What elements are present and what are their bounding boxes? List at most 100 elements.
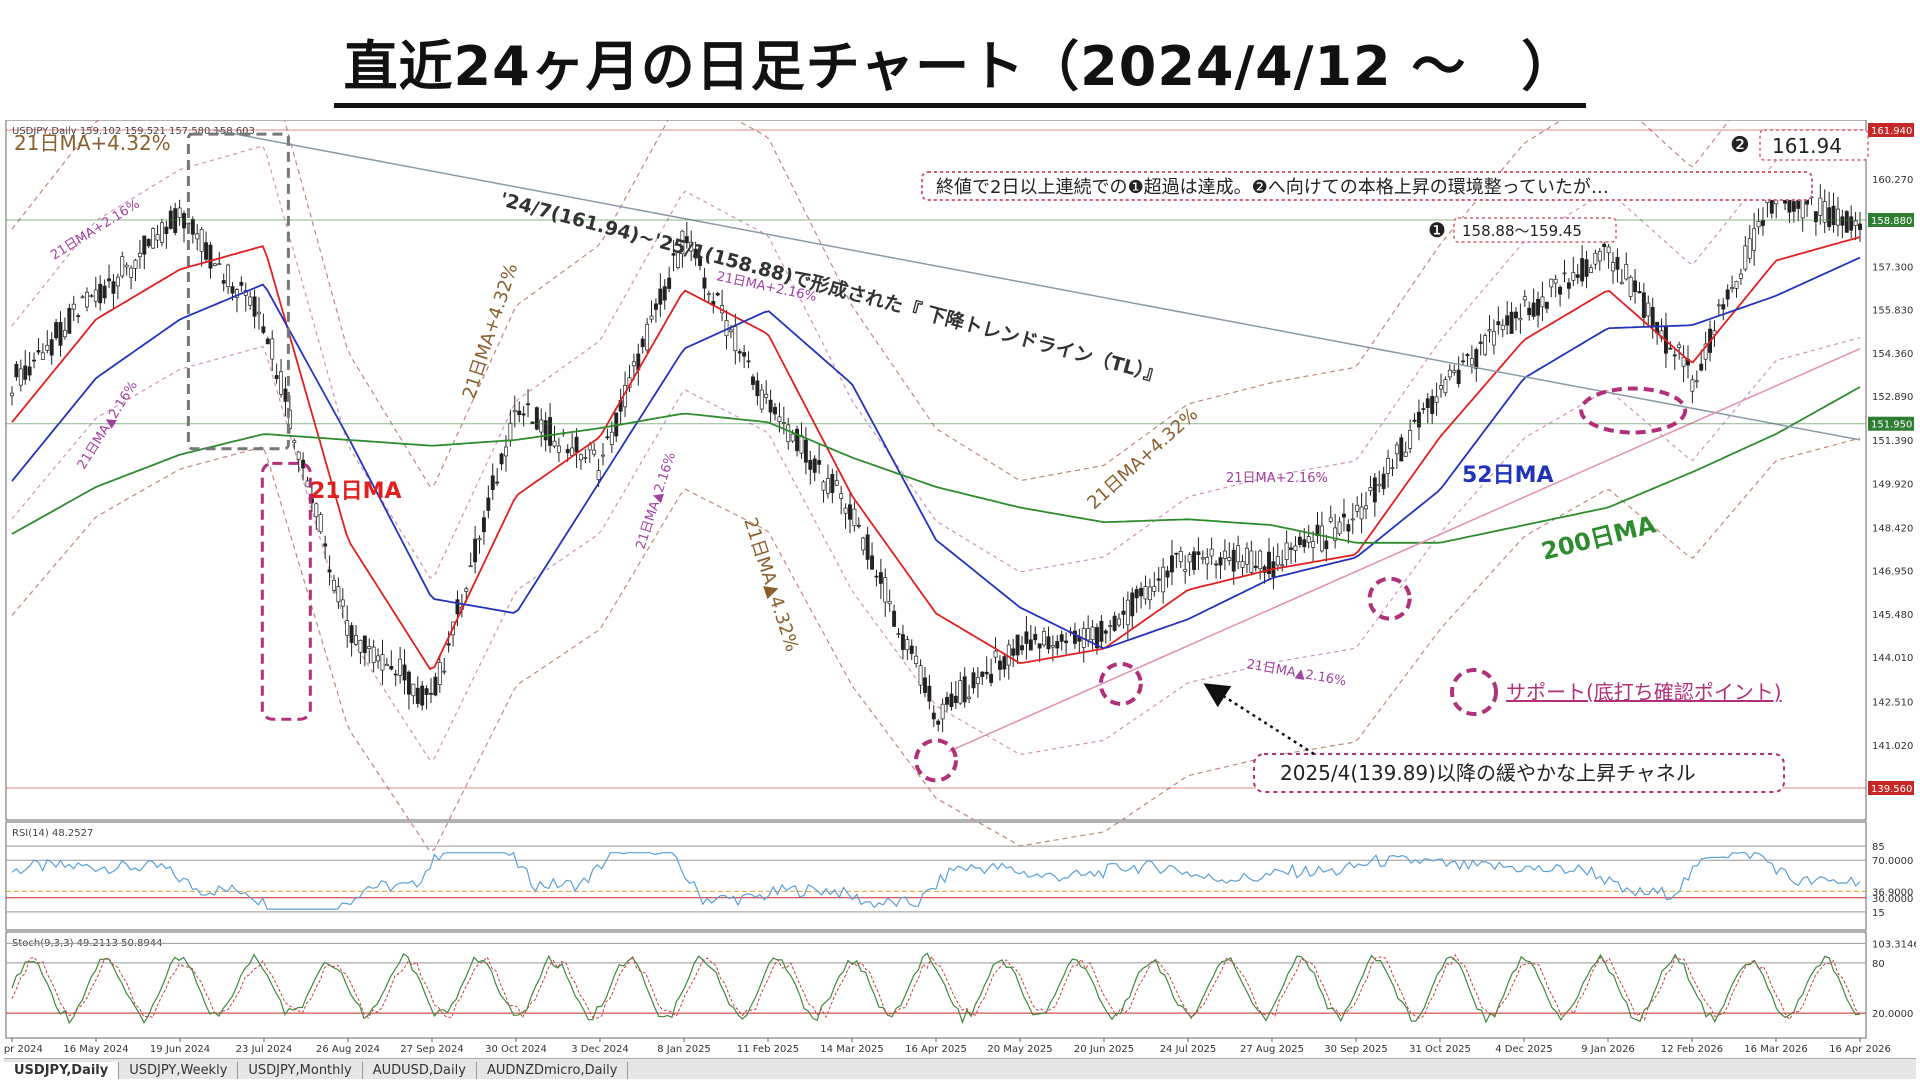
candle-body xyxy=(526,403,530,406)
candle-body xyxy=(1412,419,1417,422)
candle-body xyxy=(1849,216,1854,231)
candle-body xyxy=(1624,264,1629,280)
candle-body xyxy=(874,575,879,578)
candle-body xyxy=(667,277,672,289)
candle-body xyxy=(437,662,442,685)
candle-body xyxy=(548,417,553,446)
candle-body xyxy=(354,635,358,645)
candle-body xyxy=(129,267,134,278)
candle-body xyxy=(649,315,654,320)
candle-body xyxy=(737,351,742,354)
candle-body xyxy=(1095,627,1099,649)
candle-body xyxy=(1853,220,1858,226)
candle-body xyxy=(429,692,433,695)
candle-body xyxy=(1646,302,1651,317)
price-axis-label: 148.420 xyxy=(1872,524,1913,535)
candle-body xyxy=(89,295,94,297)
candle-body xyxy=(1589,267,1593,273)
candle-body xyxy=(1192,551,1196,570)
candle-body xyxy=(1602,243,1607,248)
tab-usdjpy-monthly[interactable]: USDJPY,Monthly xyxy=(238,1062,363,1079)
candle-body xyxy=(887,601,892,605)
candle-body xyxy=(1368,487,1373,492)
candle-body xyxy=(1002,656,1007,670)
rsi-line xyxy=(11,851,1861,910)
candle-body xyxy=(182,213,186,229)
candle-body xyxy=(1408,430,1413,449)
candle-body xyxy=(1015,634,1020,656)
candle-body xyxy=(1196,551,1201,556)
candle-body xyxy=(1152,586,1157,592)
candle-body xyxy=(1240,561,1245,568)
tab-audnzd-daily[interactable]: AUDNZDmicro,Daily xyxy=(476,1062,629,1079)
candle-body xyxy=(856,524,861,527)
price-axis-label: 142.510 xyxy=(1872,697,1913,708)
tab-usdjpy-weekly[interactable]: USDJPY,Weekly xyxy=(119,1062,239,1079)
candle-body xyxy=(1800,197,1805,219)
candle-body xyxy=(279,371,283,395)
candle-body xyxy=(971,672,976,689)
candle-body xyxy=(508,422,513,442)
candle-body xyxy=(415,687,420,704)
chart-title: 直近24ヶ月の日足チャート（2024/4/12 ～ ） xyxy=(0,0,1920,108)
candle-body xyxy=(830,474,835,493)
support-circle xyxy=(914,738,958,783)
rsi-level-label: 15 xyxy=(1872,908,1885,919)
candle-body xyxy=(1342,513,1346,518)
candle-body xyxy=(746,360,751,363)
candle-body xyxy=(1677,344,1682,348)
stoch-level-label: 80 xyxy=(1872,959,1885,970)
candle-body xyxy=(446,643,451,646)
candle-body xyxy=(54,322,59,339)
level1-marker: ❶ xyxy=(1428,218,1446,242)
candle-body xyxy=(1597,251,1602,262)
ma21-line xyxy=(11,236,1861,671)
date-axis-label: 27 Aug 2025 xyxy=(1240,1044,1304,1055)
candle-body xyxy=(234,289,239,298)
candle-body xyxy=(658,288,663,305)
date-axis-label: 16 Apr 2026 xyxy=(1829,1044,1891,1055)
candle-body xyxy=(812,458,817,473)
price-axis-label: 146.950 xyxy=(1872,567,1913,578)
candle-body xyxy=(1558,286,1563,295)
candle-body xyxy=(1615,256,1620,270)
date-axis-label: 20 Jun 2025 xyxy=(1074,1044,1134,1055)
candle-body xyxy=(115,276,120,287)
candle-body xyxy=(892,610,897,627)
candle-body xyxy=(323,543,328,547)
candle-body xyxy=(993,650,998,658)
candle-body xyxy=(1619,281,1624,284)
candle-body xyxy=(817,460,822,465)
chart-svg[interactable]: USDJPY,Daily 159.102 159.521 157.580 158… xyxy=(0,35,1920,1058)
candle-body xyxy=(1672,354,1677,357)
candle-body xyxy=(870,555,874,570)
candle-body xyxy=(1509,311,1514,334)
candle-body xyxy=(949,693,954,708)
candle-body xyxy=(1218,557,1223,566)
candle-body xyxy=(1328,517,1333,522)
candle-body xyxy=(852,508,857,527)
candle-body xyxy=(477,538,482,541)
candle-body xyxy=(1130,592,1135,617)
candle-body xyxy=(36,350,41,353)
date-axis-label: 14 Mar 2025 xyxy=(820,1044,883,1055)
candle-body xyxy=(865,534,870,560)
candle-body xyxy=(539,419,544,433)
candle-body xyxy=(1628,276,1633,297)
tab-audusd-daily[interactable]: AUDUSD,Daily xyxy=(362,1062,477,1079)
candle-body xyxy=(790,433,795,442)
candle-body xyxy=(1042,631,1047,646)
candle-body xyxy=(32,359,37,362)
candle-body xyxy=(592,449,597,455)
candle-body xyxy=(786,424,791,443)
candles-layer xyxy=(10,176,1862,733)
chart-area[interactable]: USDJPY,Daily 159.102 159.521 157.580 158… xyxy=(0,35,1920,1075)
candle-body xyxy=(927,685,932,702)
candle-body xyxy=(905,639,910,651)
candle-body xyxy=(1430,396,1435,414)
tab-usdjpy-daily[interactable]: USDJPY,Daily xyxy=(4,1062,120,1079)
candle-body xyxy=(1844,211,1849,233)
candle-body xyxy=(49,339,54,356)
candle-body xyxy=(1117,618,1121,626)
